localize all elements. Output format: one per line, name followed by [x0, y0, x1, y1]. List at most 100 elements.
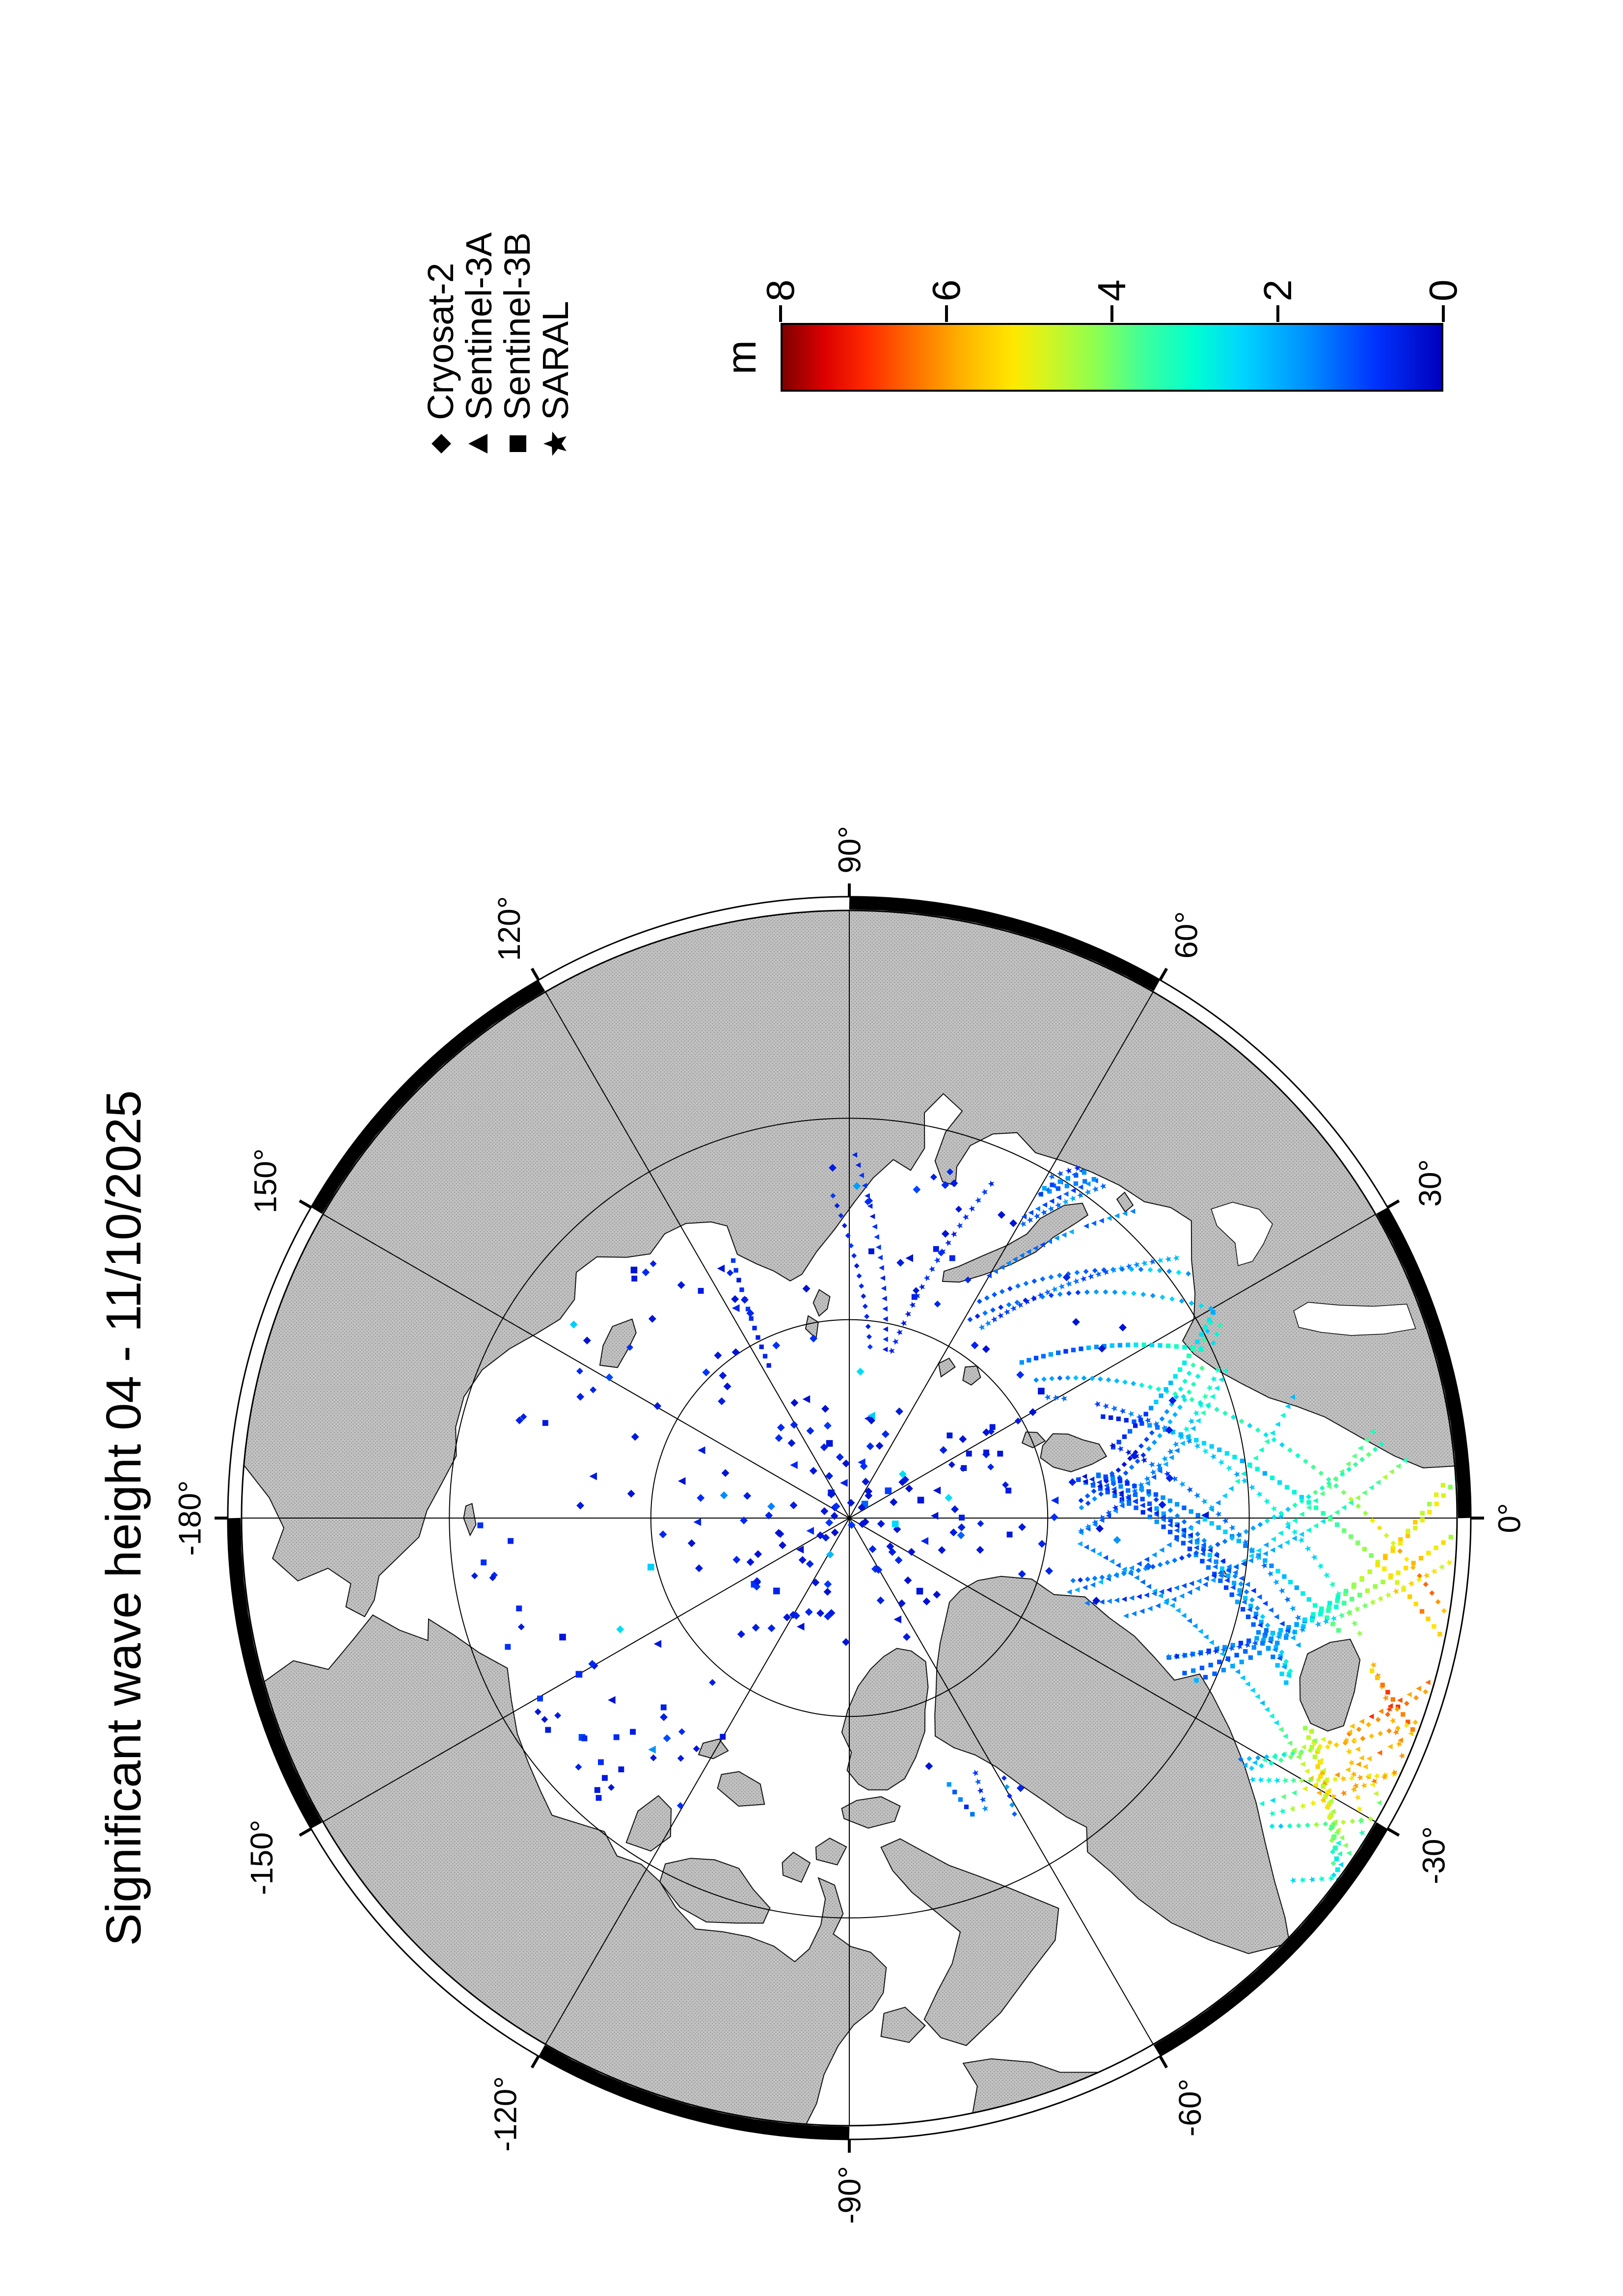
data-point-diamond: [1310, 1464, 1316, 1470]
data-point-triangle: [1366, 1756, 1372, 1762]
data-point-star: [1391, 1769, 1398, 1776]
data-point-square: [1149, 1342, 1155, 1348]
data-point-diamond: [1404, 1701, 1409, 1707]
data-point-star: [1215, 1511, 1222, 1518]
data-point-triangle: [1115, 1562, 1121, 1568]
data-point-triangle: [1174, 1585, 1179, 1591]
meridian-labels: 0° 30° 60° 90° 120° 150° -180° -150° -120° -90° -6…: [172, 826, 1527, 2224]
data-point-diamond: [874, 1566, 883, 1574]
data-point-triangle: [1402, 1458, 1407, 1464]
data-point-square: [1175, 1502, 1180, 1507]
meridian-label: 30°: [1412, 1159, 1448, 1207]
data-point-star: [1271, 1505, 1277, 1512]
data-point-triangle: [1373, 1790, 1379, 1796]
land-victoria_island: [659, 1858, 771, 1924]
data-point-star: [1092, 1186, 1099, 1193]
data-point-triangle: [1425, 1680, 1431, 1685]
data-point-square: [1119, 1497, 1124, 1502]
data-point-triangle: [1246, 1607, 1252, 1612]
data-point-star: [1084, 1523, 1091, 1530]
data-point-star: [1323, 1618, 1329, 1625]
data-point-star: [1269, 1810, 1275, 1817]
data-point-star: [1033, 1213, 1040, 1220]
data-point-square: [1133, 1423, 1138, 1428]
data-point-star: [1249, 1776, 1256, 1783]
data-point-diamond: [820, 1443, 828, 1451]
data-point-diamond: [1201, 1337, 1207, 1343]
data-point-diamond: [1259, 1763, 1264, 1769]
data-point-diamond: [1166, 1268, 1172, 1274]
data-point-triangle: [1222, 1368, 1228, 1374]
data-point-square: [1226, 1573, 1231, 1578]
data-point-diamond: [1144, 1437, 1149, 1442]
data-point-diamond: [1255, 1755, 1261, 1761]
data-point-star: [1105, 1509, 1112, 1517]
data-point-star: [1052, 1394, 1059, 1401]
data-point-square: [1373, 1584, 1378, 1589]
data-point-triangle: [1181, 1583, 1187, 1589]
data-point-square: [1325, 1804, 1330, 1809]
data-point-triangle: [1277, 1530, 1283, 1536]
legend-item-saral: SARAL: [535, 232, 576, 456]
data-point-star: [1077, 1192, 1083, 1199]
data-point-triangle: [1026, 1249, 1031, 1255]
data-point-triangle: [1346, 1850, 1352, 1856]
data-point-diamond: [861, 1518, 869, 1526]
data-point-square: [745, 1307, 751, 1311]
data-point-triangle: [1019, 1253, 1025, 1258]
data-point-square: [868, 1248, 874, 1255]
data-point-triangle: [1144, 1592, 1149, 1598]
data-point-star: [1217, 1459, 1224, 1466]
data-point-diamond: [1023, 1281, 1029, 1286]
data-point-diamond: [806, 1427, 814, 1435]
data-point-square: [1116, 1440, 1121, 1444]
meridian-label: 90°: [832, 826, 867, 874]
data-point-star: [1194, 1442, 1201, 1449]
data-point-square: [1236, 1539, 1241, 1544]
data-point-diamond: [765, 1511, 773, 1520]
data-point-star: [1094, 1401, 1101, 1408]
data-point-diamond: [1330, 1861, 1336, 1866]
data-point-triangle: [1035, 1206, 1040, 1212]
data-point-star: [1137, 1481, 1144, 1489]
data-point-star: [1353, 1605, 1360, 1613]
data-point-star: [1370, 1661, 1377, 1669]
data-point-square: [1005, 1488, 1012, 1494]
data-point-star: [1329, 1581, 1336, 1588]
data-point-triangle: [869, 1213, 875, 1219]
data-point-square: [1212, 1671, 1217, 1676]
data-point-diamond: [1160, 1294, 1165, 1300]
data-point-diamond: [1140, 1452, 1146, 1458]
data-point-square: [1110, 1476, 1115, 1481]
data-point-square: [595, 1795, 602, 1801]
data-point-star: [1236, 1643, 1243, 1650]
data-point-star: [1267, 1570, 1273, 1577]
data-point-square: [911, 1294, 918, 1300]
data-point-square: [1134, 1505, 1138, 1510]
meridian-label: 60°: [1168, 911, 1204, 959]
data-point-star: [1461, 1550, 1467, 1557]
data-point-star: [1348, 1775, 1355, 1782]
data-point-triangle: [1090, 1582, 1096, 1588]
data-point-star: [1109, 1442, 1116, 1449]
data-point-star: [1179, 1481, 1186, 1488]
data-point-diamond: [947, 1168, 954, 1175]
data-point-triangle: [1096, 1551, 1102, 1557]
data-point-diamond: [1390, 1540, 1396, 1546]
data-point-diamond: [1139, 1382, 1145, 1388]
data-point-square: [1203, 1675, 1208, 1680]
data-point-triangle: [1218, 1570, 1224, 1576]
data-point-square: [1398, 1541, 1403, 1546]
data-point-triangle: [1174, 1447, 1180, 1453]
data-point-square: [1168, 1381, 1173, 1386]
data-point-triangle: [1166, 1542, 1172, 1548]
data-point-star: [934, 1257, 941, 1264]
data-point-square: [892, 1521, 899, 1527]
data-point-star: [1278, 1587, 1285, 1594]
data-point-triangle: [1106, 1215, 1112, 1221]
data-point-square: [1413, 1520, 1418, 1524]
data-point-triangle: [1133, 1499, 1138, 1505]
data-point-square: [1448, 1535, 1453, 1540]
data-point-diamond: [767, 1502, 775, 1511]
data-point-triangle: [1279, 1621, 1285, 1627]
